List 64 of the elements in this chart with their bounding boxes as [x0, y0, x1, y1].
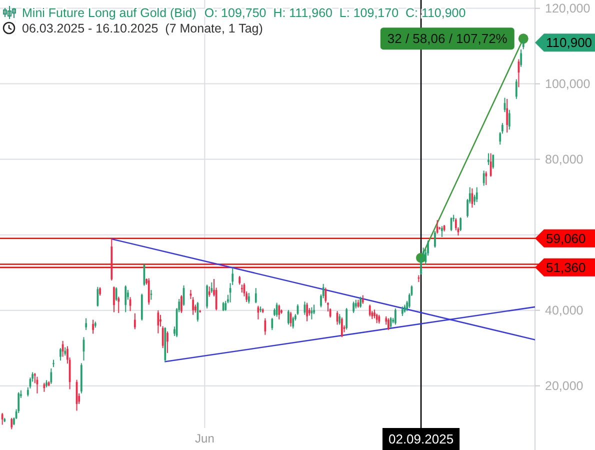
candlestick	[292, 316, 294, 329]
annotation: 32 / 58,06 / 107,72%	[387, 31, 508, 46]
candlestick	[401, 306, 404, 316]
candlestick	[124, 284, 127, 313]
candlestick	[1, 412, 4, 426]
candlestick	[166, 330, 168, 354]
text: 06.03.2025 - 16.10.2025 (7 Monate, 1 Tag)	[22, 22, 263, 36]
candlestick	[508, 109, 510, 130]
candlestick	[10, 417, 13, 430]
candlestick	[346, 308, 348, 330]
candlestick	[60, 348, 62, 362]
candlestick	[460, 216, 462, 232]
candlestick	[278, 304, 280, 320]
candlestick	[492, 154, 494, 170]
x-tick-label: 02.09.2025	[388, 432, 454, 447]
candlestick	[360, 296, 362, 308]
candlestick	[150, 289, 152, 300]
candlestick	[248, 292, 250, 304]
candlestick	[118, 296, 120, 314]
annotation: 110,900	[546, 35, 592, 50]
candlestick	[520, 48, 522, 68]
ref-line-label: 51,360	[546, 260, 586, 275]
candlestick	[206, 284, 208, 309]
candlestick	[157, 310, 160, 334]
candlestick	[341, 316, 343, 338]
candlestick	[488, 152, 490, 166]
candlestick	[264, 318, 266, 336]
candlestick	[441, 226, 443, 238]
candlestick	[515, 78, 518, 100]
x-tick-label: Jun	[195, 432, 214, 446]
candlestick	[271, 317, 274, 330]
candlestick	[208, 286, 210, 298]
y-tick-label: 40,000	[545, 303, 584, 318]
candlestick	[310, 306, 313, 320]
candlestick	[394, 308, 396, 326]
candlestick	[85, 318, 87, 330]
candlestick	[148, 278, 150, 306]
candlestick	[134, 312, 136, 330]
y-tick-label: 120,000	[545, 1, 590, 16]
candlestick	[506, 98, 508, 134]
candlestick	[485, 170, 488, 186]
candlestick	[522, 38, 524, 50]
candlestick	[352, 301, 354, 314]
candlestick	[288, 309, 290, 326]
y-tick-label: 100,000	[545, 76, 590, 91]
candlestick	[434, 230, 436, 248]
y-tick-label: 20,000	[545, 378, 584, 393]
text: Mini Future Long auf Gold (Bid)	[22, 6, 196, 20]
candlestick	[388, 318, 390, 330]
annotation: O: 109,750 H: 111,960 L: 109,170 C: 110,900	[204, 6, 466, 20]
y-tick-label: 80,000	[545, 152, 584, 166]
candlestick	[210, 282, 213, 294]
candlestick	[476, 186, 478, 202]
candlestick	[113, 286, 115, 313]
candlestick	[482, 170, 485, 186]
candlestick	[368, 304, 371, 317]
candlestick	[180, 294, 182, 314]
candlestick	[254, 288, 257, 304]
candlestick	[92, 319, 94, 334]
candlestick	[376, 313, 378, 324]
candlestick	[306, 302, 308, 322]
ref-line-label: 59,060	[546, 230, 586, 246]
candlestick	[50, 368, 52, 384]
candlestick	[338, 314, 341, 326]
